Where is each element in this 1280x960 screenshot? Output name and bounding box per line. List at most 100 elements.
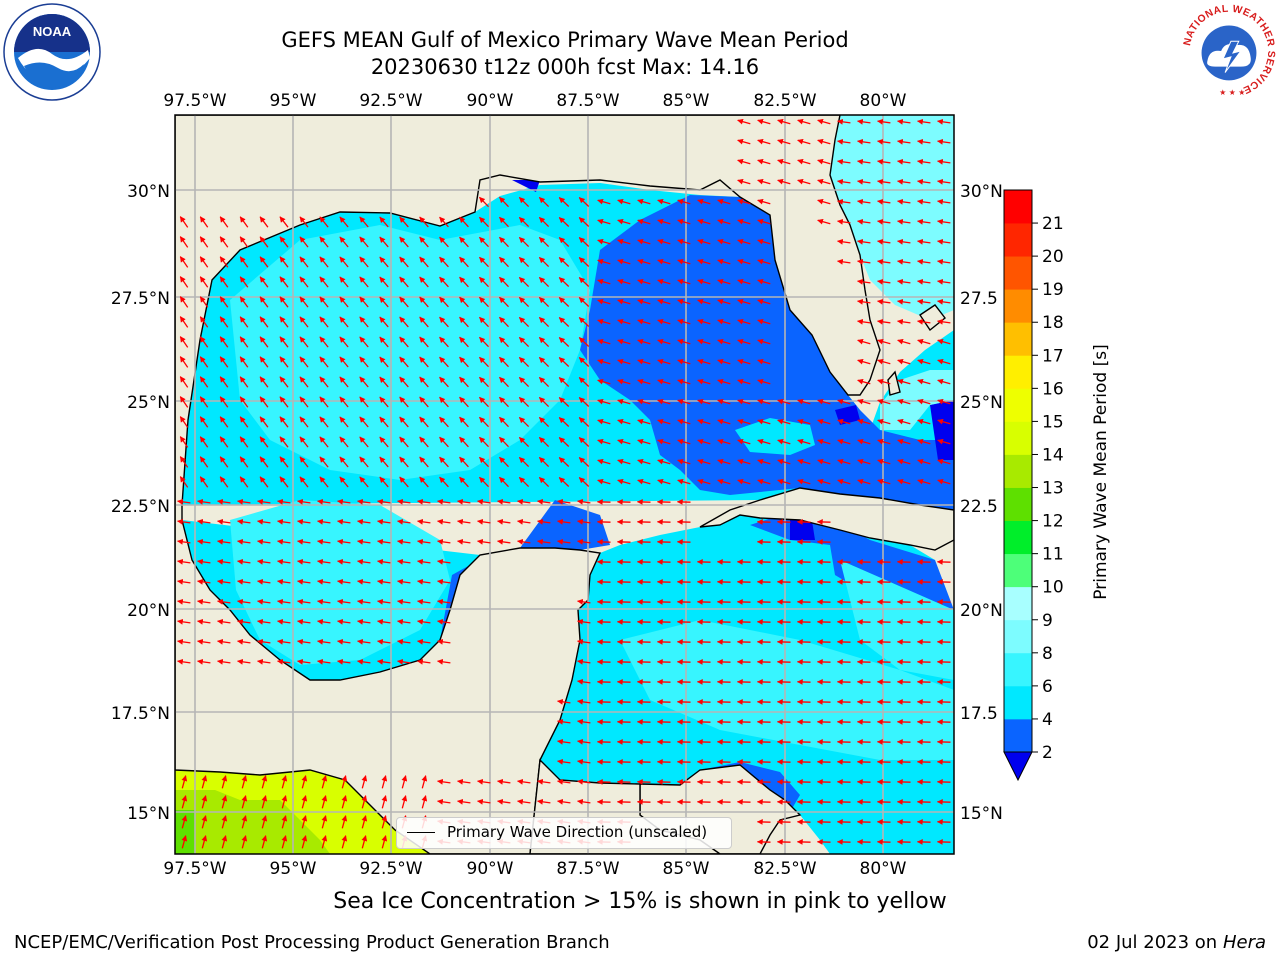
lat-tick-label: 27.5°N (111, 289, 170, 309)
wave-arrow (677, 318, 691, 325)
wave-arrow (517, 778, 531, 785)
wave-arrow (419, 476, 429, 488)
wave-arrow (237, 638, 251, 645)
wave-arrow (417, 498, 431, 505)
footer-date: 02 Jul 2023 on Hera (1087, 932, 1266, 953)
wave-arrow (517, 498, 531, 505)
wave-arrow (259, 336, 269, 348)
wave-arrow (281, 815, 288, 829)
wave-arrow (897, 138, 911, 145)
wave-arrow (577, 538, 591, 545)
lon-ticks-top: 97.5°W 95°W 92.5°W 90°W 87.5°W 85°W 82.5… (163, 91, 906, 111)
wave-arrow (597, 358, 611, 365)
wave-arrow (597, 198, 611, 205)
wave-arrow (757, 418, 771, 425)
wave-arrow (577, 798, 591, 805)
wave-arrow (538, 376, 550, 388)
wave-arrow (419, 356, 429, 368)
wave-arrow (199, 376, 209, 388)
wave-arrow (518, 336, 530, 348)
wave-arrow (317, 638, 331, 645)
wave-arrow (337, 578, 351, 585)
wave-arrow (897, 298, 911, 305)
wave-arrow (257, 558, 271, 565)
wave-arrow (677, 458, 691, 465)
wave-arrow (777, 478, 791, 485)
wave-arrow (257, 498, 271, 505)
wave-arrow (399, 236, 409, 248)
wave-arrow (697, 418, 711, 425)
wave-arrow (277, 498, 291, 505)
wave-arrow (319, 216, 329, 228)
wave-arrow (877, 138, 891, 145)
wave-arrow (299, 256, 309, 268)
wave-arrow (597, 258, 611, 265)
wave-arrow (757, 358, 771, 365)
wave-arrow (457, 538, 471, 545)
wave-arrow (321, 795, 328, 809)
wave-arrow (337, 538, 351, 545)
wave-arrow (657, 238, 671, 245)
wave-arrow (337, 598, 351, 605)
wave-arrow (937, 478, 951, 485)
wave-arrow (377, 638, 391, 645)
wave-arrow (479, 216, 489, 228)
wave-arrow (717, 458, 731, 465)
wave-arrow (379, 276, 389, 288)
wave-arrow (201, 795, 208, 809)
wave-arrow (179, 396, 189, 408)
wave-arrow (181, 795, 188, 809)
wave-arrow (299, 336, 309, 348)
wave-arrow (179, 436, 189, 448)
wave-arrow (279, 436, 289, 448)
wave-arrow (897, 158, 911, 165)
wave-arrow (558, 357, 570, 367)
wave-arrow (357, 618, 371, 625)
wave-arrow (359, 396, 369, 408)
wave-arrow (877, 478, 891, 485)
wave-arrow (717, 298, 731, 305)
wave-arrow (538, 436, 550, 448)
wave-arrow (221, 795, 228, 809)
wave-arrow (897, 438, 911, 445)
wave-arrow (577, 718, 591, 725)
wave-arrow (179, 316, 189, 328)
wave-arrow (337, 498, 351, 505)
wave-arrow (301, 795, 308, 809)
colorbar-bin (1004, 586, 1032, 621)
wave-arrow (657, 478, 671, 485)
wave-arrow (239, 396, 249, 408)
wave-arrow (857, 158, 871, 165)
wave-arrow (279, 356, 289, 368)
wave-arrow (558, 457, 570, 467)
wave-arrow (257, 578, 271, 585)
wave-arrow (439, 296, 449, 308)
wave-arrow (737, 398, 751, 405)
wave-arrow (217, 598, 231, 605)
wave-arrow (737, 138, 751, 145)
wave-arrow (917, 218, 931, 225)
colorbar-tick-label: 8 (1042, 644, 1053, 664)
wave-arrow (339, 336, 349, 348)
wave-arrow (797, 478, 811, 485)
wave-arrow (277, 538, 291, 545)
wave-arrow (637, 238, 651, 245)
wave-arrow (499, 316, 509, 328)
wave-arrow (419, 416, 429, 428)
wave-arrow (857, 358, 871, 365)
wave-arrow (259, 376, 269, 388)
wave-arrow (299, 476, 309, 488)
wave-arrow (379, 336, 389, 348)
wave-arrow (757, 238, 771, 245)
wave-arrow (677, 298, 691, 305)
wave-arrow (221, 815, 228, 829)
wave-arrow (497, 798, 511, 805)
wave-arrow (578, 477, 590, 487)
wave-arrow (877, 298, 891, 305)
wave-arrow (201, 775, 208, 789)
wave-arrow (617, 298, 631, 305)
wave-arrow (557, 498, 571, 505)
wave-arrow (299, 296, 309, 308)
wave-arrow (297, 578, 311, 585)
wave-arrow (558, 257, 570, 267)
